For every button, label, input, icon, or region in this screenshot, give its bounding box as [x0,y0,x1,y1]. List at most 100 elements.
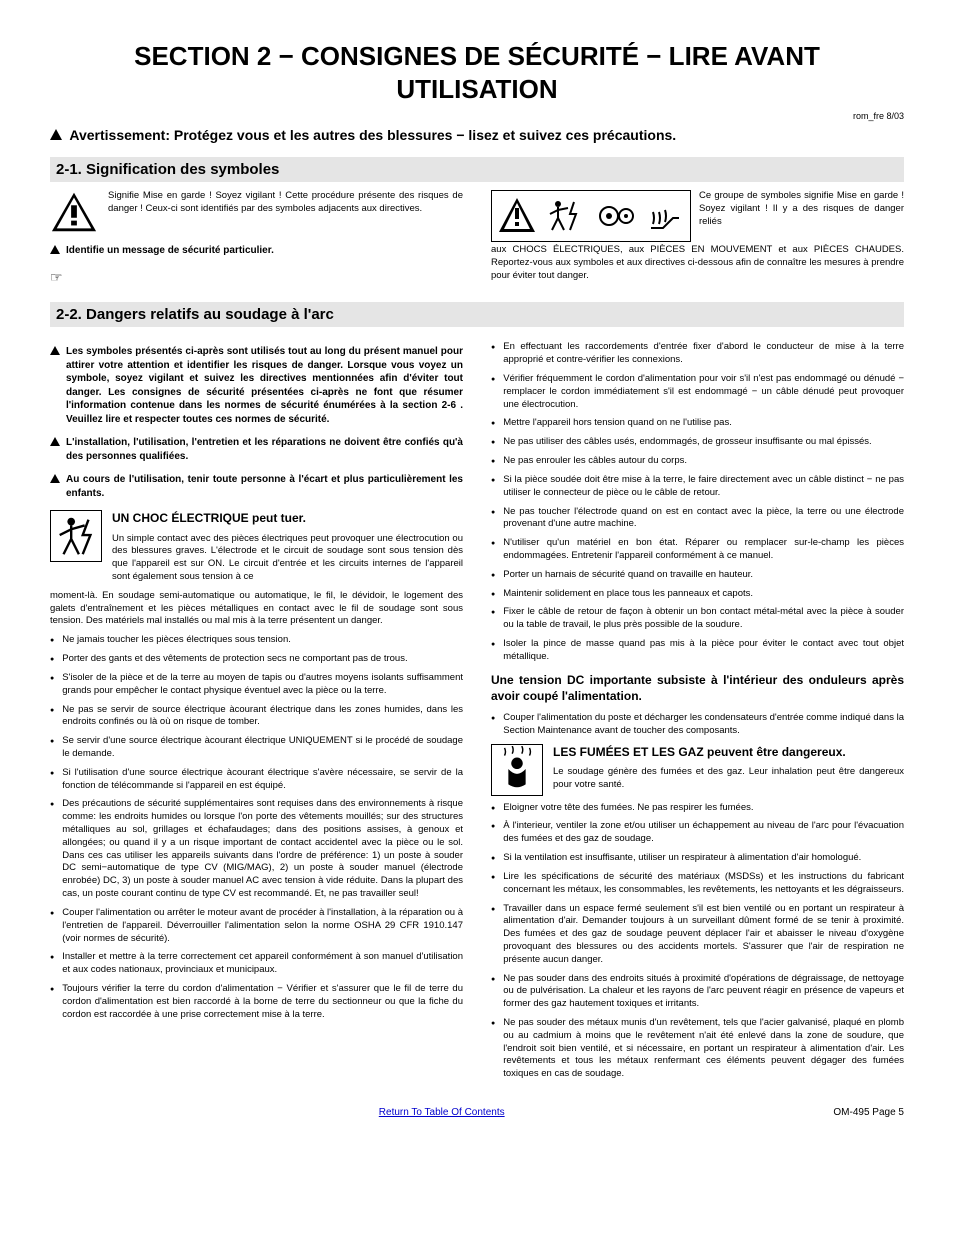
tri-note-3-text: Au cours de l'utilisation, tenir toute p… [66,473,463,500]
col-right-2-1: Ce groupe de symboles signifie Mise en g… [491,190,904,290]
list-item: Se servir d'une source électrique àcoura… [50,735,463,761]
triangle-icon [50,474,60,483]
list-item: Porter un harnais de sécurité quand on t… [491,569,904,582]
doc-version: rom_fre 8/03 [50,111,904,121]
warn-icon-row: Signifie Mise en garde ! Soyez vigilant … [50,190,463,234]
list-item: Couper l'alimentation ou arrêter le mote… [50,907,463,945]
list-item: Porter des gants et des vêtements de pro… [50,653,463,666]
warning-line: Avertissement: Protégez vous et les autr… [50,127,904,143]
tri-note-1: Les symboles présentés ci-après sont uti… [50,345,463,426]
hot-mini-icon [643,194,687,238]
list-item: Ne pas utiliser des câbles usés, endomma… [491,436,904,449]
list-item-text: Si la ventilation est insuffisante, util… [503,852,861,865]
list-item: Travailler dans un espace fermé seulemen… [491,903,904,967]
triangle-icon [50,437,60,446]
subsection-2-2-header: 2-2. Dangers relatifs au soudage à l'arc [50,302,904,327]
list-item: Installer et mettre à la terre correctem… [50,951,463,977]
list-item-text: Couper l'alimentation ou arrêter le mote… [62,907,463,945]
list-item: Toujours vérifier la terre du cordon d'a… [50,983,463,1021]
shock-title: UN CHOC ÉLECTRIQUE peut tuer. [112,510,463,526]
section-title: SECTION 2 − CONSIGNES DE SÉCURITÉ − LIRE… [50,40,904,105]
gears-mini-icon [594,194,638,238]
shock-hazard-box: UN CHOC ÉLECTRIQUE peut tuer. Un simple … [50,510,463,583]
warning-triangle-icon [50,129,62,140]
section-2-2-columns: Les symboles présentés ci-après sont uti… [50,335,904,1087]
dc-bullet-list: Couper l'alimentation du poste et déchar… [491,712,904,738]
fumes-text: Le soudage génère des fumées et des gaz.… [553,766,904,792]
right-bullet-list-top: En effectuant les raccordements d'entrée… [491,341,904,663]
shock-hazard-icon [50,510,102,562]
list-item: Ne pas se servir de source électrique àc… [50,704,463,730]
shock-text: Un simple contact avec des pièces électr… [112,533,463,584]
list-item: En effectuant les raccordements d'entrée… [491,341,904,367]
list-item-text: Eloigner votre tête des fumées. Ne pas r… [503,802,753,815]
pointer-icon: ☞ [50,268,463,287]
list-item: N'utiliser qu'un matériel en bon état. R… [491,537,904,563]
list-item-text: S'isoler de la pièce et de la terre au m… [62,672,463,698]
page-number: OM-495 Page 5 [833,1107,904,1118]
list-item-text: Fixer le câble de retour de façon à obte… [503,606,904,632]
fumes-hazard-box: LES FUMÉES ET LES GAZ peuvent être dange… [491,744,904,796]
list-item: Ne pas souder des métaux munis d'un revê… [491,1017,904,1081]
list-item: S'isoler de la pièce et de la terre au m… [50,672,463,698]
list-item: Si la ventilation est insuffisante, util… [491,852,904,865]
triangle-marker-icon [50,245,60,254]
dc-bullet-text: Couper l'alimentation du poste et déchar… [503,712,904,738]
tri-note-2: L'installation, l'utilisation, l'entreti… [50,436,463,463]
list-item-text: Toujours vérifier la terre du cordon d'a… [62,983,463,1021]
subsection-2-1-header: 2-1. Signification des symboles [50,157,904,182]
list-item-text: Porter des gants et des vêtements de pro… [62,653,407,666]
caution-triangle-icon [50,190,98,234]
fumes-hazard-content: LES FUMÉES ET LES GAZ peuvent être dange… [553,744,904,796]
col-left-2-2: Les symboles présentés ci-après sont uti… [50,335,463,1087]
group-text-right: Ce groupe de symboles signifie Mise en g… [699,190,904,244]
list-item-text: En effectuant les raccordements d'entrée… [503,341,904,367]
list-item: Ne pas enrouler les câbles autour du cor… [491,455,904,468]
shock-hazard-content: UN CHOC ÉLECTRIQUE peut tuer. Un simple … [112,510,463,583]
symbol-group-box [491,190,691,242]
security-msg-text: Identifie un message de sécurité particu… [66,244,274,258]
list-item-text: Ne pas enrouler les câbles autour du cor… [503,455,687,468]
fumes-hazard-icon [491,744,543,796]
list-item: Fixer le câble de retour de façon à obte… [491,606,904,632]
toc-link[interactable]: Return To Table Of Contents [379,1107,505,1118]
col-right-2-2: En effectuant les raccordements d'entrée… [491,335,904,1087]
list-item: Ne pas toucher l'électrode quand on est … [491,506,904,532]
list-item: Si la pièce soudée doit être mise à la t… [491,474,904,500]
list-item-text: Isoler la pince de masse quand pas mis à… [503,638,904,664]
list-item-text: Ne pas toucher l'électrode quand on est … [503,506,904,532]
caution-text: Signifie Mise en garde ! Soyez vigilant … [108,190,463,234]
group-text-below: aux CHOCS ÉLECTRIQUES, aux PIÈCES EN MOU… [491,244,904,282]
list-item-text: Lire les spécifications de sécurité des … [503,871,904,897]
list-item-text: Mettre l'appareil hors tension quand on … [503,417,732,430]
list-item: À l'interieur, ventiler la zone et/ou ut… [491,820,904,846]
list-item: Ne pas souder dans des endroits situés à… [491,973,904,1011]
list-item: Ne jamais toucher les pièces électriques… [50,634,463,647]
section-2-1-columns: Signifie Mise en garde ! Soyez vigilant … [50,190,904,290]
triangle-icon [50,346,60,355]
list-item-text: Des précautions de sécurité supplémentai… [62,798,463,901]
col-left-2-1: Signifie Mise en garde ! Soyez vigilant … [50,190,463,290]
list-item-text: Maintenir solidement en place tous les p… [503,588,753,601]
symbol-group-row: Ce groupe de symboles signifie Mise en g… [491,190,904,244]
list-item-text: Vérifier fréquemment le cordon d'aliment… [503,373,904,411]
list-item-text: Porter un harnais de sécurité quand on t… [503,569,753,582]
list-item-text: Ne pas souder dans des endroits situés à… [503,973,904,1011]
list-item-text: Se servir d'une source électrique àcoura… [62,735,463,761]
warning-text: Avertissement: Protégez vous et les autr… [69,127,676,143]
list-item-text: Ne pas souder des métaux munis d'un revê… [503,1017,904,1081]
list-item: Eloigner votre tête des fumées. Ne pas r… [491,802,904,815]
list-item: Mettre l'appareil hors tension quand on … [491,417,904,430]
shock-continuation: moment-là. En soudage semi-automatique o… [50,590,463,628]
caution-mini-icon [495,194,539,238]
list-item: Isoler la pince de masse quand pas mis à… [491,638,904,664]
list-item-text: Travailler dans un espace fermé seulemen… [503,903,904,967]
list-item: Vérifier fréquemment le cordon d'aliment… [491,373,904,411]
list-item-text: Si la pièce soudée doit être mise à la t… [503,474,904,500]
list-item-text: Si l'utilisation d'une source électrique… [62,767,463,793]
dc-voltage-heading: Une tension DC importante subsiste à l'i… [491,672,904,704]
list-item-text: Installer et mettre à la terre correctem… [62,951,463,977]
list-item-text: Ne jamais toucher les pièces électriques… [62,634,291,647]
security-msg-row: Identifie un message de sécurité particu… [50,244,463,258]
page-footer: Return To Table Of Contents OM-495 Page … [50,1107,904,1118]
